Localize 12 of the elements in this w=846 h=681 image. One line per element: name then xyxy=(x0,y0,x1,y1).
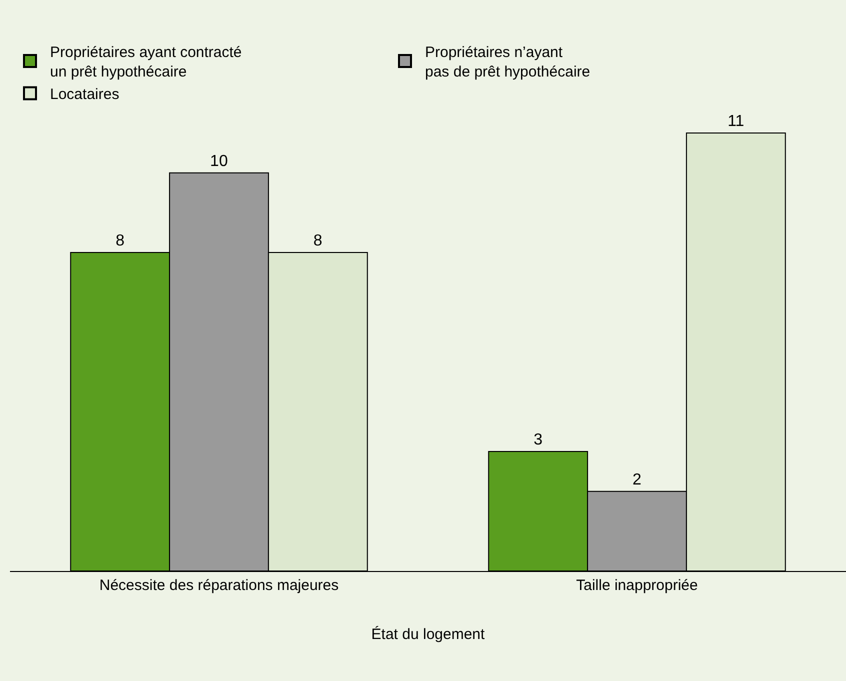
data-label: 2 xyxy=(632,471,642,488)
data-label: 3 xyxy=(534,432,543,449)
legend-label: Propriétaires n’ayant pas de prêt hypothécaire xyxy=(425,44,590,81)
data-label: 8 xyxy=(116,232,125,250)
data-label: 10 xyxy=(210,152,228,170)
data-label: 11 xyxy=(728,113,744,130)
x-tick-label: Nécessite des réparations majeures xyxy=(99,577,339,594)
x-axis-title: État du logement xyxy=(371,625,486,643)
legend-label: Locataires xyxy=(50,86,120,104)
legend-label: Propriétaires ayant contracté un prêt hypothécaire xyxy=(50,44,242,81)
x-tick-label: Taille inappropriée xyxy=(576,577,698,594)
data-label: 8 xyxy=(313,232,322,250)
